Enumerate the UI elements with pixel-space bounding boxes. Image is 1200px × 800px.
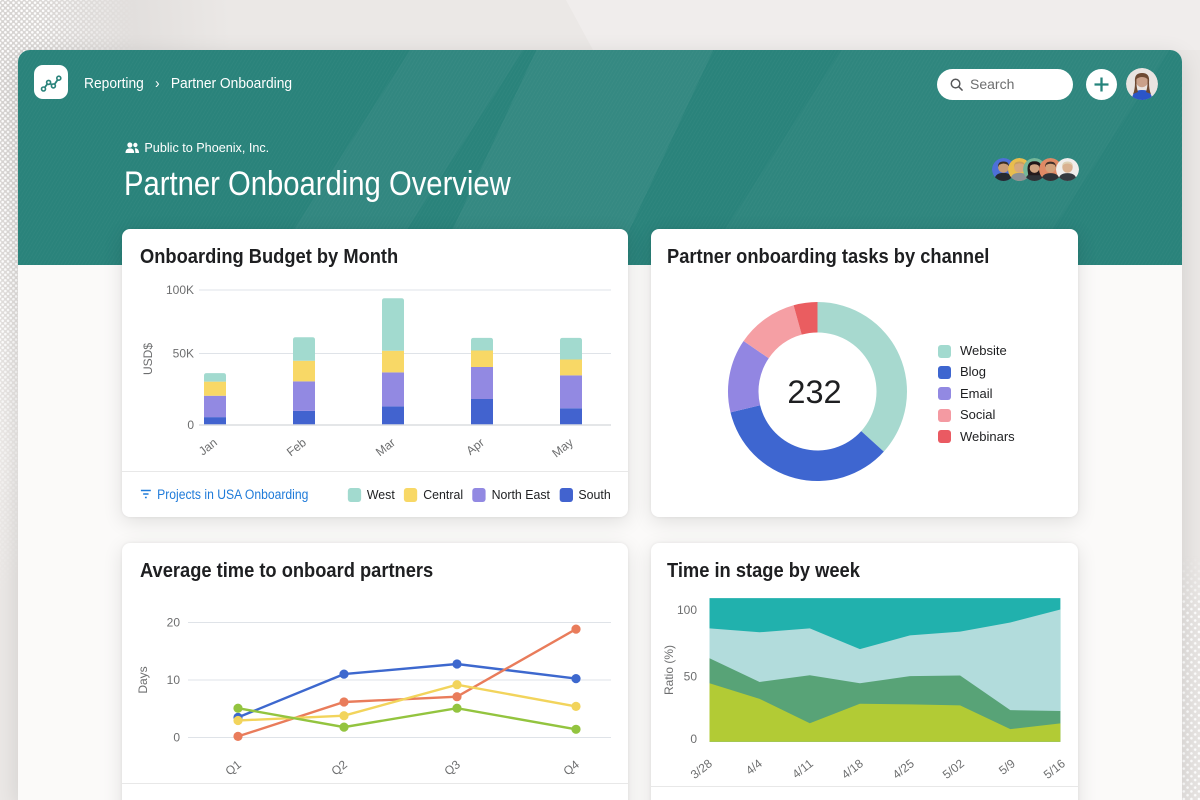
svg-text:3/28: 3/28 — [688, 756, 715, 782]
svg-text:Q4: Q4 — [561, 757, 582, 778]
svg-text:4/18: 4/18 — [839, 756, 866, 782]
svg-text:0: 0 — [173, 731, 180, 745]
svg-text:100: 100 — [677, 603, 697, 617]
svg-text:Days: Days — [136, 666, 150, 693]
svg-text:USD$: USD$ — [141, 343, 155, 375]
svg-text:Feb: Feb — [284, 435, 309, 459]
svg-text:Mar: Mar — [373, 435, 398, 459]
svg-text:50: 50 — [684, 670, 698, 684]
svg-text:Ratio (%): Ratio (%) — [662, 645, 676, 695]
svg-text:5/9: 5/9 — [996, 756, 1018, 778]
svg-text:5/16: 5/16 — [1041, 756, 1068, 782]
svg-text:10: 10 — [167, 673, 181, 687]
svg-text:100K: 100K — [166, 283, 194, 297]
svg-text:0: 0 — [690, 732, 697, 746]
svg-text:20: 20 — [167, 616, 181, 630]
svg-text:Apr: Apr — [464, 435, 487, 458]
svg-text:50K: 50K — [173, 347, 194, 361]
svg-text:Q3: Q3 — [442, 757, 463, 778]
svg-text:4/25: 4/25 — [890, 756, 917, 782]
svg-text:May: May — [549, 435, 575, 460]
svg-text:Jan: Jan — [196, 435, 220, 458]
svg-text:0: 0 — [187, 418, 194, 432]
svg-text:5/02: 5/02 — [940, 756, 967, 782]
svg-text:Q2: Q2 — [329, 757, 350, 778]
svg-text:4/11: 4/11 — [790, 756, 817, 781]
svg-text:Q1: Q1 — [223, 757, 244, 778]
svg-text:4/4: 4/4 — [743, 756, 765, 778]
